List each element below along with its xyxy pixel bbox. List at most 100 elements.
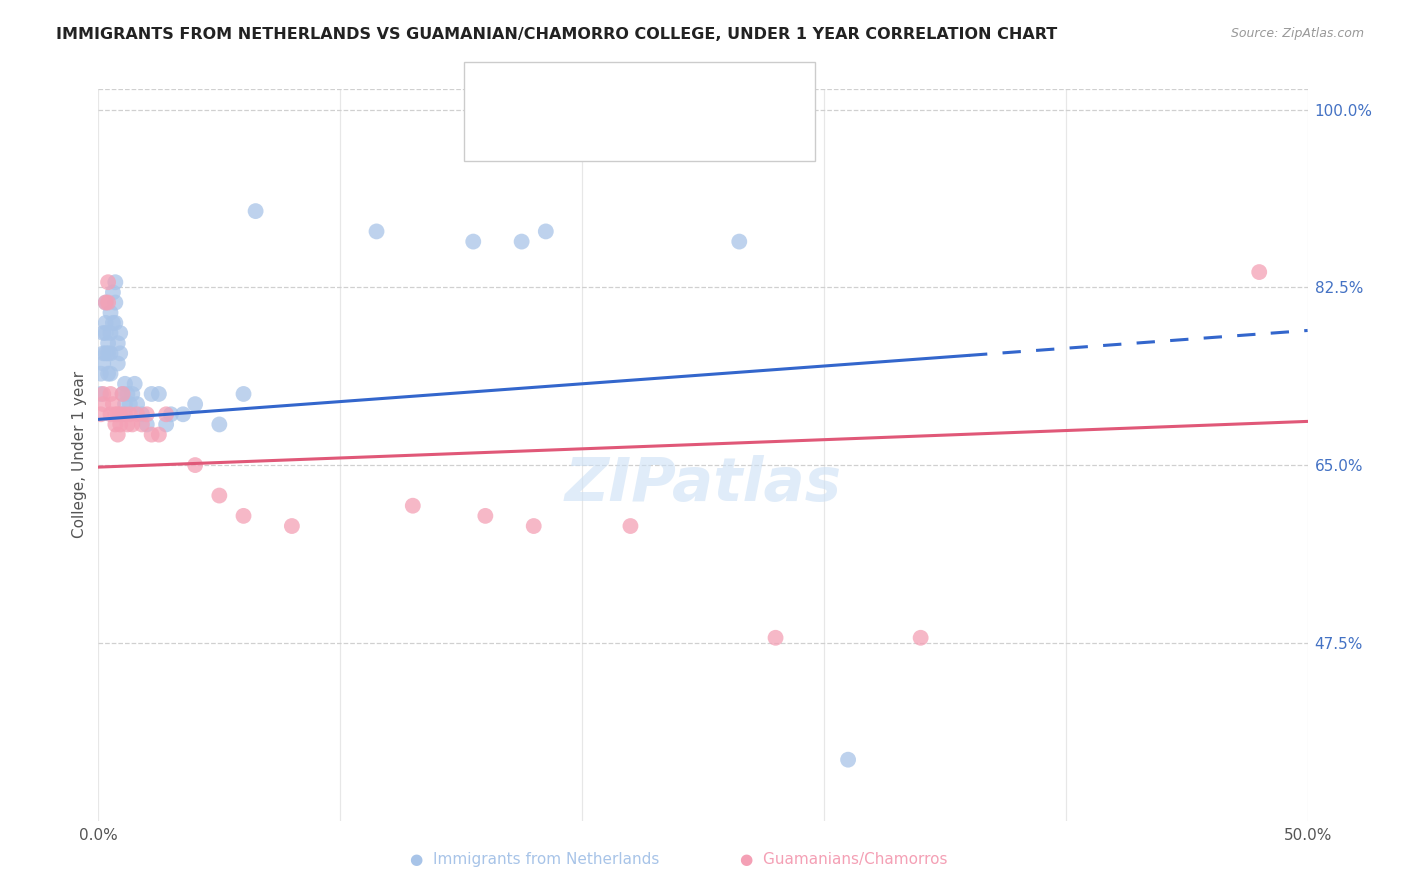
Point xyxy=(121,387,143,401)
Point xyxy=(184,397,207,411)
Point xyxy=(118,397,141,411)
Point xyxy=(172,407,194,421)
Point xyxy=(97,295,120,310)
Point xyxy=(141,387,163,401)
Point xyxy=(523,519,546,533)
Point xyxy=(121,417,143,432)
Point xyxy=(108,326,131,340)
Point xyxy=(127,397,149,411)
Point xyxy=(160,407,183,421)
Point xyxy=(107,336,129,351)
Point xyxy=(131,407,153,421)
Point xyxy=(135,417,157,432)
Text: R =: R = xyxy=(520,120,554,135)
Text: N =: N = xyxy=(626,120,659,135)
Point xyxy=(104,316,127,330)
Point xyxy=(281,519,304,533)
Point xyxy=(104,275,127,289)
Point xyxy=(97,336,120,351)
Point xyxy=(97,346,120,360)
Point xyxy=(184,458,207,472)
Point xyxy=(97,275,120,289)
Point xyxy=(94,326,117,340)
Text: N =: N = xyxy=(626,85,659,99)
Point xyxy=(114,407,136,421)
Point xyxy=(910,631,932,645)
Point xyxy=(111,387,134,401)
Point xyxy=(245,204,267,219)
Text: 37: 37 xyxy=(661,120,683,135)
Point xyxy=(765,631,787,645)
Point xyxy=(131,417,153,432)
Point xyxy=(90,387,112,401)
Point xyxy=(104,295,127,310)
Point xyxy=(114,376,136,391)
Point xyxy=(108,417,131,432)
Point xyxy=(510,235,533,249)
Point xyxy=(90,367,112,381)
Point xyxy=(91,326,114,340)
Point xyxy=(90,407,112,421)
Point xyxy=(104,417,127,432)
Text: ■: ■ xyxy=(488,80,510,103)
Point xyxy=(100,407,122,421)
Point xyxy=(104,407,127,421)
Point xyxy=(97,367,120,381)
Point xyxy=(100,326,122,340)
Point xyxy=(101,397,124,411)
Point xyxy=(127,407,149,421)
Point xyxy=(155,407,177,421)
Point xyxy=(117,417,139,432)
Point xyxy=(107,427,129,442)
Text: 51: 51 xyxy=(661,85,683,99)
Point xyxy=(1249,265,1271,279)
Point xyxy=(100,387,122,401)
Point xyxy=(366,224,388,238)
Point xyxy=(111,387,134,401)
Text: Source: ZipAtlas.com: Source: ZipAtlas.com xyxy=(1230,27,1364,40)
Text: 0.090: 0.090 xyxy=(555,120,606,135)
Text: ●  Guamanians/Chamorros: ● Guamanians/Chamorros xyxy=(740,852,948,867)
Point xyxy=(463,235,485,249)
Point xyxy=(208,417,231,432)
Point xyxy=(148,427,170,442)
Point xyxy=(108,407,131,421)
Point xyxy=(101,316,124,330)
Text: IMMIGRANTS FROM NETHERLANDS VS GUAMANIAN/CHAMORRO COLLEGE, UNDER 1 YEAR CORRELAT: IMMIGRANTS FROM NETHERLANDS VS GUAMANIAN… xyxy=(56,27,1057,42)
Y-axis label: College, Under 1 year: College, Under 1 year xyxy=(72,371,87,539)
Point xyxy=(117,387,139,401)
Point xyxy=(534,224,557,238)
Point xyxy=(101,285,124,300)
Point xyxy=(124,376,146,391)
Point xyxy=(107,407,129,421)
Text: ■: ■ xyxy=(488,116,510,139)
Point xyxy=(141,427,163,442)
Point xyxy=(108,346,131,360)
Point xyxy=(100,367,122,381)
Text: ●  Immigrants from Netherlands: ● Immigrants from Netherlands xyxy=(409,852,659,867)
Point xyxy=(107,356,129,371)
Text: R =: R = xyxy=(520,85,554,99)
Point xyxy=(94,346,117,360)
Point xyxy=(232,508,254,523)
Point xyxy=(619,519,641,533)
Text: ZIPatlas: ZIPatlas xyxy=(564,455,842,514)
Point xyxy=(837,753,859,767)
Point xyxy=(91,346,114,360)
Point xyxy=(100,346,122,360)
Point xyxy=(232,387,254,401)
Point xyxy=(91,356,114,371)
Point xyxy=(402,499,425,513)
Point xyxy=(118,407,141,421)
Point xyxy=(91,397,114,411)
Point xyxy=(114,397,136,411)
Point xyxy=(135,407,157,421)
Point xyxy=(91,387,114,401)
Point xyxy=(208,489,231,503)
Text: 0.057: 0.057 xyxy=(555,85,606,99)
Point xyxy=(155,417,177,432)
Point xyxy=(474,508,496,523)
Point xyxy=(94,316,117,330)
Point xyxy=(728,235,751,249)
Point xyxy=(148,387,170,401)
